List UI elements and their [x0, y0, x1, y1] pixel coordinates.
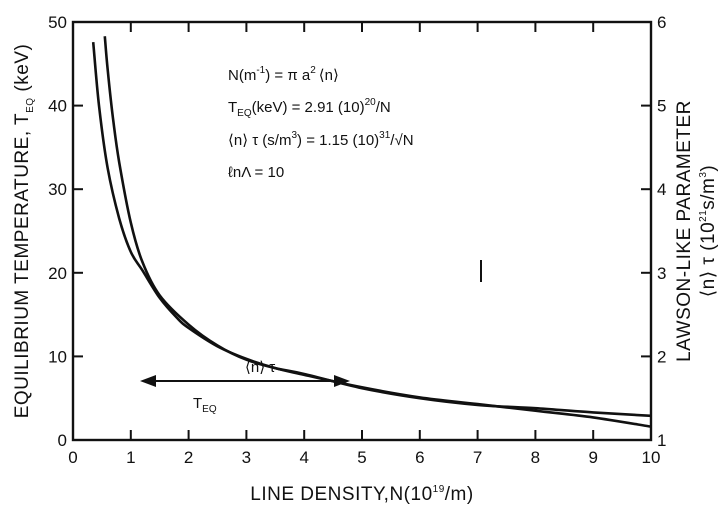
x-tick-label: 8	[531, 448, 540, 467]
formula-line-density: N(m-1) = π a2 ⟨n⟩	[228, 65, 339, 84]
x-tick-label: 0	[68, 448, 77, 467]
x-tick-label: 1	[126, 448, 135, 467]
label-teq: TEQ	[193, 395, 217, 415]
left-y-tick-label: 30	[48, 180, 67, 199]
label-ntau: ⟨n⟩ τ	[245, 359, 275, 376]
arrow-right-head	[334, 375, 350, 387]
right-y-axis-title: LAWSON-LIKE PARAMETER	[674, 100, 695, 362]
x-tick-label: 10	[642, 448, 661, 467]
left-y-axis-title: EQUILIBRIUM TEMPERATURE, TEQ (keV)	[12, 44, 36, 419]
series-ntau-line	[103, 36, 652, 418]
right-y-tick-label: 2	[657, 347, 666, 366]
plot-frame	[71, 20, 653, 442]
right-y-axis-ticks: 1 2 3 4 5 6	[641, 13, 666, 450]
right-y-axis-subtitle: ⟨n⟩ τ (1021s/m3)	[698, 165, 719, 298]
formula-teq: TEQ(keV) = 2.91 (10)20/N	[228, 97, 391, 119]
right-y-tick-label: 4	[657, 180, 666, 199]
x-tick-label: 5	[357, 448, 366, 467]
right-y-tick-label: 1	[657, 431, 666, 450]
x-tick-label: 9	[588, 448, 597, 467]
left-y-tick-label: 0	[58, 431, 67, 450]
x-axis-title: LINE DENSITY,N(1019/m)	[250, 484, 473, 505]
x-tick-label: 4	[299, 448, 308, 467]
direction-arrow	[140, 375, 350, 387]
formula-coulomb-log: ℓnΛ = 10	[228, 164, 284, 181]
formula-block: N(m-1) = π a2 ⟨n⟩ TEQ(keV) = 2.91 (10)20/…	[228, 65, 414, 181]
right-y-tick-label: 6	[657, 13, 666, 32]
left-y-tick-label: 50	[48, 13, 67, 32]
x-tick-label: 2	[184, 448, 193, 467]
left-y-tick-label: 20	[48, 264, 67, 283]
x-tick-label: 3	[242, 448, 251, 467]
left-y-tick-label: 40	[48, 97, 67, 116]
arrow-left-head	[140, 375, 156, 387]
x-axis-ticks: 0 1 2 3 4 5 6 7 8 9 10	[68, 22, 660, 467]
right-y-tick-label: 5	[657, 97, 666, 116]
x-tick-label: 7	[473, 448, 482, 467]
right-y-tick-label: 3	[657, 264, 666, 283]
left-y-tick-label: 10	[48, 347, 67, 366]
formula-ntau: ⟨n⟩ τ (s/m3) = 1.15 (10)31/√N	[228, 130, 414, 149]
left-y-axis-ticks: 0 10 20 30 40 50	[48, 13, 83, 450]
x-tick-label: 6	[415, 448, 424, 467]
